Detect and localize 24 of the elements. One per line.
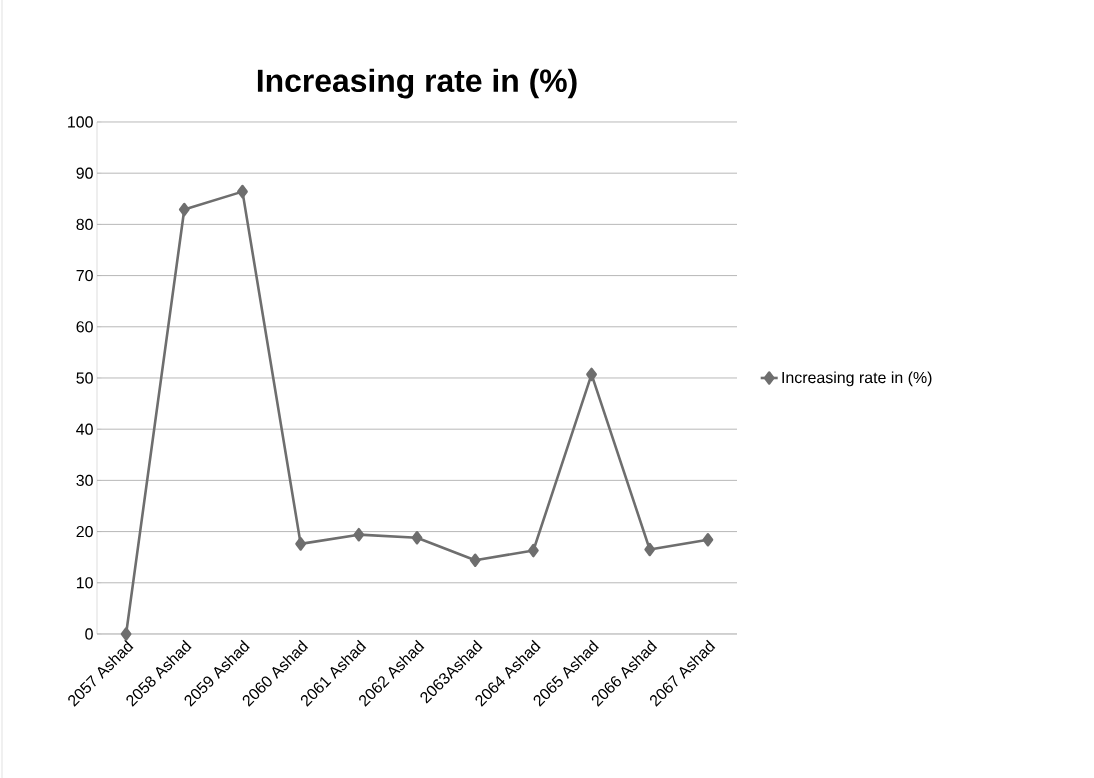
y-tick-label: 40 [76,423,93,435]
point [644,542,656,557]
y-tick-label: 80 [76,218,93,231]
legend-label: Increasing rate in (%) [782,371,932,387]
y-tick-label: 70 [76,269,93,282]
y-tick-label: 60 [76,321,93,333]
point [178,202,190,217]
point [586,367,597,382]
point [527,543,539,558]
y-tick-label: 0 [85,628,93,640]
point [353,527,365,542]
y-tick-label: 50 [76,372,93,384]
y-tick-label: 20 [76,525,93,538]
y-tick-label: 30 [76,474,93,487]
point [411,530,423,545]
y-tick-label: 100 [68,116,93,128]
point [120,627,132,641]
point [237,184,248,199]
chart-title: Increasing rate in (%) [257,68,577,99]
point [702,533,714,547]
point [295,537,307,551]
y-tick-label: 10 [76,577,93,589]
y-tick-label: 90 [76,167,93,179]
point [469,553,481,568]
